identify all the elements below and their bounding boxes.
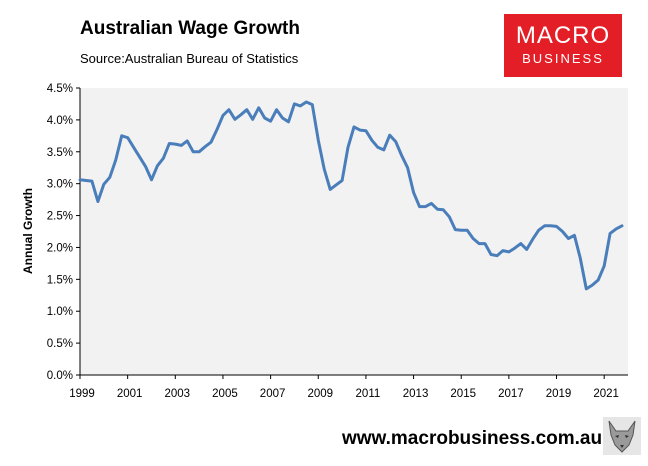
y-tick-label: 4.0% bbox=[47, 115, 73, 127]
x-tick-label: 2013 bbox=[403, 388, 429, 400]
x-tick-label: 2017 bbox=[498, 388, 524, 400]
y-tick-label: 2.5% bbox=[47, 211, 73, 223]
x-tick-label: 2015 bbox=[450, 388, 476, 400]
logo-line-2: BUSINESS bbox=[522, 51, 604, 66]
x-tick-label: 2009 bbox=[307, 388, 333, 400]
chart-subtitle: Source:Australian Bureau of Statistics bbox=[80, 51, 299, 66]
macrobusiness-logo: MACRO BUSINESS bbox=[504, 14, 622, 77]
y-tick-label: 1.5% bbox=[47, 274, 73, 286]
y-tick-label: 3.5% bbox=[47, 147, 73, 159]
x-tick-label: 2021 bbox=[593, 388, 619, 400]
x-axis: 1999 2001 2003 2005 2007 2009 2011 2013 2015 2017… bbox=[69, 374, 628, 400]
x-tick-label: 2003 bbox=[165, 388, 191, 400]
x-tick-label: 1999 bbox=[69, 388, 95, 400]
y-axis-label: Annual Growth bbox=[21, 188, 35, 274]
chart-title: Australian Wage Growth bbox=[80, 18, 300, 39]
x-tick-label: 2011 bbox=[356, 388, 381, 400]
y-tick-label: 1.0% bbox=[47, 306, 73, 318]
x-tick-label: 2007 bbox=[260, 388, 286, 400]
x-tick-label: 2019 bbox=[546, 388, 572, 400]
x-tick-label: 2001 bbox=[117, 388, 143, 400]
wage-growth-line bbox=[78, 100, 624, 291]
y-tick-label: 4.5% bbox=[47, 83, 73, 95]
y-axis: 0.0% 0.5% 1.0% 1.5% 2.0% 2.5% 3.0% 3.5% 4.0% 4.5% bbox=[47, 83, 81, 382]
x-tick-label: 2005 bbox=[212, 388, 238, 400]
y-tick-label: 0.5% bbox=[47, 338, 73, 350]
y-tick-label: 3.0% bbox=[47, 179, 73, 191]
website-url: www.macrobusiness.com.au bbox=[342, 428, 603, 449]
y-tick-label: 2.0% bbox=[47, 242, 73, 254]
y-tick-label: 0.0% bbox=[47, 370, 73, 382]
logo-line-1: MACRO bbox=[515, 22, 611, 49]
wolf-icon bbox=[603, 417, 641, 455]
